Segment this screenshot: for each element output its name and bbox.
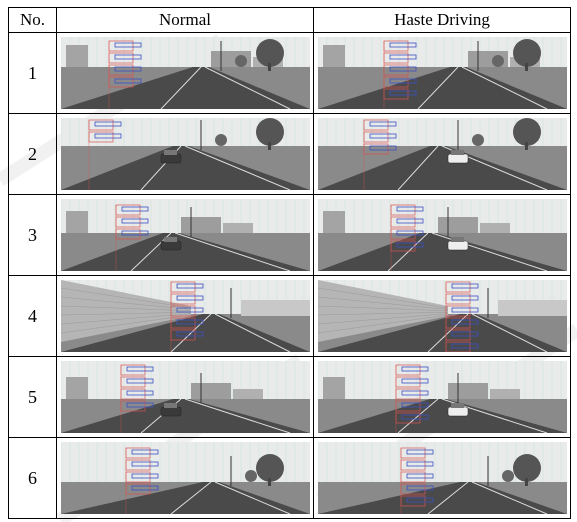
haste-cell	[313, 275, 571, 357]
row-number: 5	[8, 356, 57, 438]
haste-cell	[313, 194, 571, 276]
row-number: 4	[8, 275, 57, 357]
normal-cell	[56, 356, 314, 438]
road-scene-image	[317, 280, 567, 352]
road-scene-image	[60, 361, 310, 433]
header-row: No. Normal Haste Driving	[8, 7, 571, 33]
road-scene-image	[317, 118, 567, 190]
normal-cell	[56, 113, 314, 195]
header-normal: Normal	[56, 7, 314, 33]
road-scene-image	[60, 118, 310, 190]
row-number: 3	[8, 194, 57, 276]
table-row: 4	[8, 275, 571, 357]
table-row: 2	[8, 113, 571, 195]
header-haste-driving: Haste Driving	[313, 7, 571, 33]
normal-cell	[56, 194, 314, 276]
road-scene-image	[60, 199, 310, 271]
table-row: 5	[8, 356, 571, 438]
row-number: 2	[8, 113, 57, 195]
road-scene-image	[60, 442, 310, 514]
header-no: No.	[8, 7, 57, 33]
road-scene-image	[317, 199, 567, 271]
road-scene-image	[317, 442, 567, 514]
row-number: 1	[8, 32, 57, 114]
road-scene-image	[317, 361, 567, 433]
table-row: 1	[8, 32, 571, 114]
road-scene-image	[317, 37, 567, 109]
results-table: No. Normal Haste Driving 1 2 3 4 5	[8, 7, 571, 519]
haste-cell	[313, 356, 571, 438]
table-row: 3	[8, 194, 571, 276]
normal-cell	[56, 275, 314, 357]
road-scene-image	[60, 37, 310, 109]
normal-cell	[56, 32, 314, 114]
haste-cell	[313, 32, 571, 114]
haste-cell	[313, 113, 571, 195]
row-number: 6	[8, 437, 57, 519]
normal-cell	[56, 437, 314, 519]
road-scene-image	[60, 280, 310, 352]
table-row: 6	[8, 437, 571, 519]
haste-cell	[313, 437, 571, 519]
